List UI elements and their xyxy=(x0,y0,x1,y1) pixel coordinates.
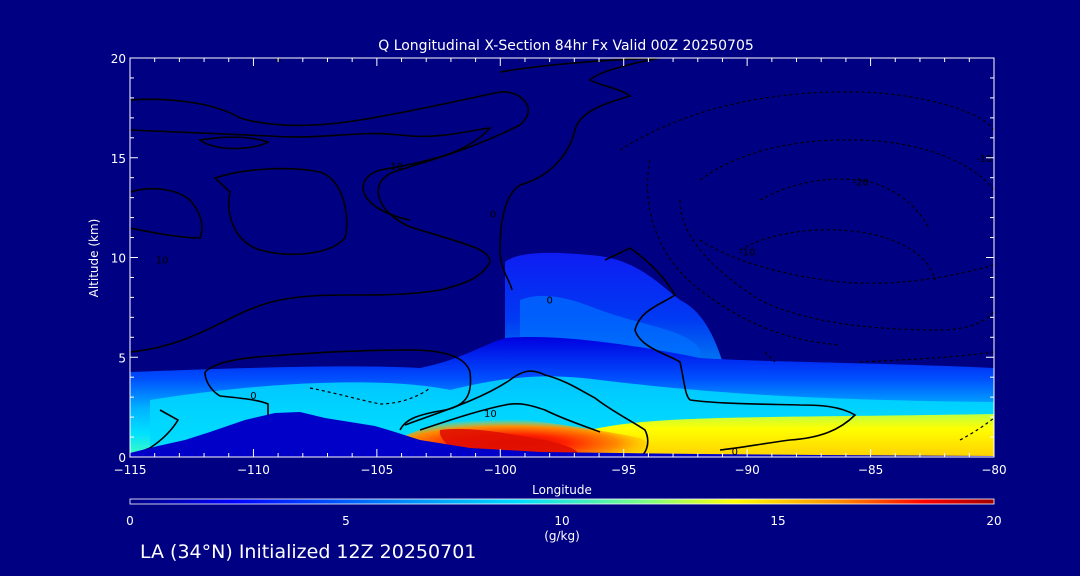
contour-label: 0 xyxy=(732,447,738,458)
x-axis: −115 −110 −105 −100 −95 −90 −85 −80 xyxy=(114,58,1007,477)
y-tick-label: 20 xyxy=(111,52,126,66)
contour-label: 0 xyxy=(490,210,496,221)
x-tick-label: −90 xyxy=(734,463,759,477)
terrain xyxy=(130,412,994,457)
contours-positive xyxy=(130,58,857,457)
y-axis-label: Altitude (km) xyxy=(87,219,101,298)
x-tick-label: −115 xyxy=(114,463,147,477)
x-tick-label: −95 xyxy=(611,463,636,477)
colorbar-tick-label: 10 xyxy=(554,514,569,528)
contour-label: 10 xyxy=(484,409,497,420)
x-axis-label: Longitude xyxy=(532,483,592,497)
contour-label: -10 xyxy=(976,154,992,165)
x-tick-label: −100 xyxy=(484,463,517,477)
footer-caption: LA (34°N) Initialized 12Z 20250701 xyxy=(140,541,477,563)
colorbar-tick-label: 20 xyxy=(986,514,1001,528)
x-tick-label: −110 xyxy=(237,463,270,477)
chart-title: Q Longitudinal X-Section 84hr Fx Valid 0… xyxy=(378,38,754,54)
colorbar-tick-label: 5 xyxy=(342,514,350,528)
y-axis: 0 5 10 15 20 xyxy=(111,52,994,465)
x-tick-label: −80 xyxy=(981,463,1006,477)
colorbar-label: (g/kg) xyxy=(544,529,580,543)
contour-label: 0 xyxy=(250,391,256,402)
y-tick-label: 0 xyxy=(118,451,126,465)
colorbar-ticks: 0 5 10 15 20 xyxy=(126,514,1001,528)
y-tick-label: 5 xyxy=(118,351,126,365)
contour-label: -10 xyxy=(739,248,755,259)
y-tick-label: 10 xyxy=(111,252,126,266)
contour-label: 0 xyxy=(546,295,552,306)
colorbar-tick-label: 15 xyxy=(770,514,785,528)
x-tick-label: −85 xyxy=(858,463,883,477)
contour-label: 10 xyxy=(156,255,169,266)
x-tick-label: −105 xyxy=(360,463,393,477)
colorbar: 0 5 10 15 20 (g/kg) xyxy=(126,498,1002,543)
contours-negative xyxy=(309,91,994,441)
colorbar-gradient xyxy=(129,498,995,505)
moisture-layer-yellow xyxy=(560,414,994,457)
colorbar-tick-label: 0 xyxy=(126,514,134,528)
contour-label: 10 xyxy=(390,162,403,173)
y-tick-label: 15 xyxy=(111,152,126,166)
contour-label: -20 xyxy=(853,178,869,189)
